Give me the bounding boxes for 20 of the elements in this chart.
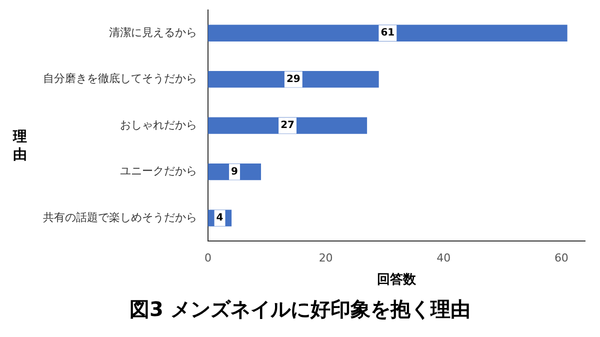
y-tick-label: ユニークだから <box>120 164 197 178</box>
bar <box>208 117 368 134</box>
data-label: 61 <box>380 28 395 39</box>
y-axis-title: 理由 <box>12 128 28 164</box>
y-tick-label: 自分磨きを徹底してそうだから <box>43 72 197 86</box>
data-label: 29 <box>286 74 300 85</box>
y-tick-label: おしゃれだから <box>120 118 197 132</box>
data-label: 27 <box>280 120 295 132</box>
x-tick-label: 40 <box>436 252 451 265</box>
y-tick-label: 共有の話題で楽しめそうだから <box>43 210 197 224</box>
text: 図3 メンズネイルに好印象を抱く理由 <box>128 296 472 323</box>
y-tick-label: 清潔に見えるから <box>109 26 197 39</box>
bar <box>208 71 379 88</box>
data-label: 4 <box>216 212 224 224</box>
bar <box>208 24 568 42</box>
data-label: 9 <box>231 166 238 178</box>
x-tick-label: 60 <box>554 252 568 265</box>
x-tick-label: 0 <box>204 252 212 265</box>
x-axis-title: 回答数 <box>377 272 417 288</box>
x-tick-label: 20 <box>318 252 333 265</box>
